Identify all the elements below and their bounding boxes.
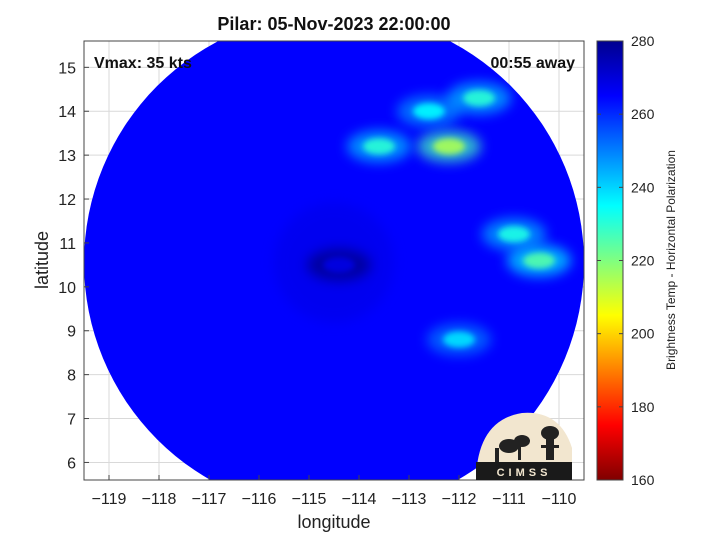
y-tick-label: 10 <box>58 280 76 297</box>
y-tick-label: 7 <box>67 412 76 429</box>
y-axis-label: latitude <box>32 231 52 289</box>
y-tick-label: 11 <box>59 236 76 253</box>
colorbar-label: Brightness Temp - Horizontal Polarizatio… <box>664 150 678 370</box>
chart-title: Pilar: 05-Nov-2023 22:00:00 <box>217 14 450 34</box>
plot-frame <box>83 40 585 481</box>
x-tick-label: −118 <box>142 491 177 508</box>
x-axis-label: longitude <box>297 512 370 532</box>
swath-feature <box>323 256 355 273</box>
radiometer-swath <box>84 41 584 480</box>
x-tick-label: −115 <box>292 491 327 508</box>
x-tick-label: −111 <box>492 491 526 508</box>
y-axis-ticks: 6 7 8 9 10 11 12 13 14 15 <box>58 60 89 472</box>
swath-feature <box>443 331 475 348</box>
colorbar-tick-label: 220 <box>631 253 655 269</box>
swath-feature <box>463 90 495 107</box>
cimss-logo: CIMSS <box>476 412 572 480</box>
y-tick-label: 8 <box>67 368 76 385</box>
vmax-annotation: Vmax: 35 kts <box>94 55 192 72</box>
x-tick-label: −110 <box>542 491 577 508</box>
colorbar: 160 180 200 220 240 260 280 Brightness Temp - … <box>596 33 678 488</box>
colorbar-tick-label: 160 <box>631 472 655 488</box>
colorbar-tick-label: 280 <box>631 33 655 49</box>
x-tick-label: −112 <box>442 491 477 508</box>
y-tick-label: 13 <box>58 148 76 165</box>
time-offset-annotation: 00:55 away <box>490 55 575 72</box>
x-tick-label: −117 <box>192 491 227 508</box>
swath-feature <box>413 103 445 120</box>
colorbar-tick-label: 260 <box>631 106 655 122</box>
colorbar-ticks: 160 180 200 220 240 260 280 <box>597 33 655 488</box>
colorbar-tick-label: 240 <box>631 179 655 195</box>
y-tick-label: 14 <box>58 104 76 121</box>
y-tick-label: 6 <box>67 455 76 472</box>
x-tick-label: −116 <box>242 491 277 508</box>
colorbar-tick-label: 180 <box>631 399 655 415</box>
x-axis-ticks: −119 −118 −117 −116 −115 −114 −113 −112 −111 −110 <box>92 475 577 508</box>
y-tick-label: 15 <box>58 60 76 77</box>
swath-feature <box>363 138 395 155</box>
swath-feature <box>498 226 530 243</box>
x-tick-label: −119 <box>92 491 127 508</box>
colorbar-tick-label: 200 <box>631 326 655 342</box>
y-tick-label: 12 <box>58 192 76 209</box>
x-tick-label: −113 <box>392 491 427 508</box>
x-tick-label: −114 <box>342 491 377 508</box>
y-tick-label: 9 <box>67 324 76 341</box>
colorbar-gradient <box>596 40 624 481</box>
swath-feature <box>433 138 465 155</box>
swath-feature <box>523 252 555 269</box>
cimss-logo-text: CIMSS <box>497 467 552 479</box>
